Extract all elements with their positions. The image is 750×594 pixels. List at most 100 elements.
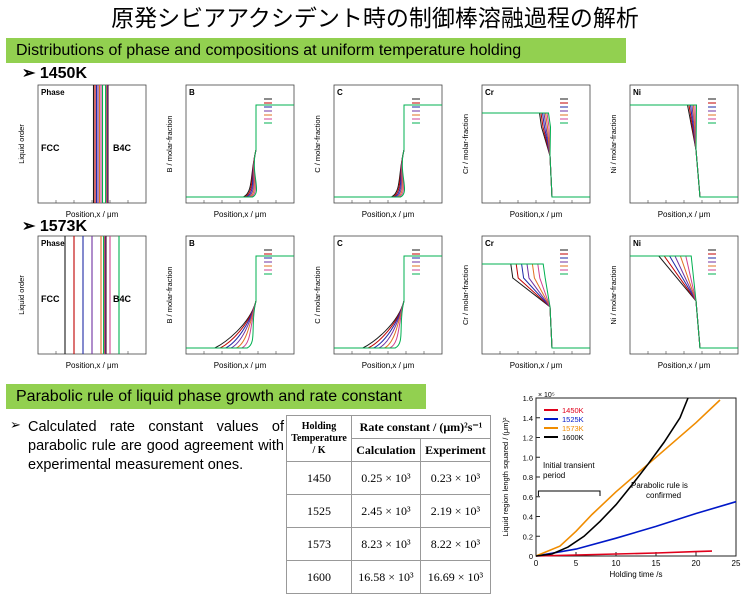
section-header-parabolic: Parabolic rule of liquid phase growth an… bbox=[6, 384, 426, 409]
panel-ylabel: B / molar-fraction bbox=[165, 266, 174, 323]
panel-title: Ni bbox=[633, 239, 641, 248]
chart-xlabel: Holding time /s bbox=[610, 570, 663, 579]
panel-xlabel: Position,x / μm bbox=[658, 361, 711, 370]
y-tick-label: 1.4 bbox=[523, 414, 533, 423]
table-cell: 1450 bbox=[286, 461, 352, 495]
panel-title: C bbox=[337, 88, 343, 97]
plot-frame bbox=[333, 235, 443, 355]
bullet-arrow-icon: ➢ bbox=[10, 418, 21, 433]
annotation-line: period bbox=[543, 471, 565, 480]
table-header-rate: Rate constant / (μm)²s⁻¹ bbox=[351, 415, 491, 439]
temp-1450-text: 1450K bbox=[39, 65, 88, 82]
bullet-arrow-icon: ➢ bbox=[22, 65, 36, 82]
panel-row-1573: Phase Position,x / μm Liquid order FCC B4C B P… bbox=[17, 235, 739, 370]
legend-label: 1525K bbox=[562, 415, 584, 424]
y-tick-label: 0.8 bbox=[523, 473, 533, 482]
table-cell: 2.45 × 10³ bbox=[351, 494, 421, 528]
panel-ylabel: Ni / molar-fraction bbox=[609, 114, 618, 173]
profile-panel: C Position,x / μm C / molar-fraction bbox=[313, 235, 443, 370]
y-tick-label: 1.2 bbox=[523, 434, 533, 443]
panel-xlabel: Position,x / μm bbox=[66, 361, 119, 370]
x-tick-label: 10 bbox=[612, 559, 621, 568]
series-line-1525K bbox=[535, 500, 737, 557]
panel-ylabel: B / molar-fraction bbox=[165, 115, 174, 172]
b4c-label: B4C bbox=[113, 294, 132, 304]
profile-curve bbox=[186, 104, 294, 198]
y-tick-label: 0.4 bbox=[523, 513, 533, 522]
y-tick-label: 1.0 bbox=[523, 453, 533, 462]
x-tick-label: 20 bbox=[692, 559, 701, 568]
y-multiplier-label: × 10⁵ bbox=[538, 392, 555, 399]
plot-frame bbox=[481, 235, 591, 355]
table-cell: 0.23 × 10³ bbox=[419, 461, 492, 495]
panel-xlabel: Position,x / μm bbox=[214, 210, 267, 219]
table-row: 1450 0.25 × 10³ 0.23 × 10³ bbox=[286, 461, 492, 495]
plot-frame bbox=[185, 84, 295, 204]
panel-xlabel: Position,x / μm bbox=[362, 210, 415, 219]
panel-ylabel: Cr / molar-fraction bbox=[461, 114, 470, 174]
series-line-1600K bbox=[535, 397, 689, 557]
legend-label: 1573K bbox=[562, 424, 584, 433]
annotation-parabolic: Parabolic rule is confirmed bbox=[631, 481, 688, 500]
annotation-line: confirmed bbox=[646, 491, 681, 500]
table-cell: 1525 bbox=[286, 494, 352, 528]
panel-ylabel: Cr / molar-fraction bbox=[461, 265, 470, 325]
x-tick-label: 25 bbox=[732, 559, 741, 568]
y-tick-label: 0.6 bbox=[523, 493, 533, 502]
table-row: 1525 2.45 × 10³ 2.19 × 10³ bbox=[286, 494, 492, 528]
y-tick-label: 0.2 bbox=[523, 532, 533, 541]
table-cell: 1600 bbox=[286, 560, 352, 594]
profile-panel: Cr Position,x / μm Cr / molar-fraction bbox=[461, 235, 591, 370]
panel-xlabel: Position,x / μm bbox=[658, 210, 711, 219]
series-line-1450K bbox=[535, 550, 713, 557]
table-header-experiment: Experiment bbox=[419, 438, 492, 462]
panel-title: Phase bbox=[41, 239, 65, 248]
profile-panel: Ni Position,x / μm Ni / molar-fraction bbox=[609, 235, 739, 370]
chart-frame bbox=[535, 397, 737, 557]
panel-title: Cr bbox=[485, 88, 494, 97]
panel-title: B bbox=[189, 239, 195, 248]
profile-panel: Phase Position,x / μm Liquid order FCC B4C bbox=[17, 84, 147, 219]
profile-curve bbox=[482, 263, 590, 349]
plot-frame bbox=[629, 84, 739, 204]
annotation-transient: Initial transient period bbox=[543, 461, 595, 480]
profile-curve bbox=[630, 104, 738, 198]
slide-title: 原発シビアアクシデント時の制御棒溶融過程の解析 bbox=[111, 6, 639, 32]
chart-ylabel: Liquid region length squared / (μm)² bbox=[501, 417, 510, 536]
series-line-1573K bbox=[535, 399, 721, 557]
plot-frame bbox=[629, 235, 739, 355]
panel-ylabel: C / molar-fraction bbox=[313, 266, 322, 324]
table-cell: 16.58 × 10³ bbox=[351, 560, 421, 594]
profile-curve bbox=[630, 255, 738, 349]
panel-title: Phase bbox=[41, 88, 65, 97]
profile-panel: C Position,x / μm C / molar-fraction bbox=[313, 84, 443, 219]
temp-label-1450: ➢ 1450K bbox=[22, 63, 87, 83]
fcc-label: FCC bbox=[41, 143, 60, 153]
panel-xlabel: Position,x / μm bbox=[66, 210, 119, 219]
panel-ylabel: Liquid order bbox=[17, 124, 26, 164]
temp-label-1573: ➢ 1573K bbox=[22, 216, 87, 236]
table-header-calculation: Calculation bbox=[351, 438, 421, 462]
annotation-line: Parabolic rule is bbox=[631, 481, 688, 490]
panel-title: B bbox=[189, 88, 195, 97]
profile-curve bbox=[334, 255, 442, 349]
y-tick-label: 1.6 bbox=[523, 394, 533, 403]
panel-row-1450: Phase Position,x / μm Liquid order FCC B4C B P… bbox=[17, 84, 739, 219]
y-tick-label: 0 bbox=[529, 552, 533, 561]
plot-frame bbox=[185, 235, 295, 355]
plot-frame bbox=[37, 84, 147, 204]
annotation-line: Initial transient bbox=[543, 461, 595, 470]
rate-constant-table: Holding Temperature / K Rate constant / … bbox=[286, 415, 492, 594]
growth-chart: 0 5 10 15 20 25 0 0.2 0.4 0.6 0.8 1.0 1.2 1.4 1.6 × 10⁵… bbox=[501, 392, 741, 579]
profile-panel: B Position,x / μm B / molar-fraction bbox=[165, 235, 295, 370]
table-cell: 2.19 × 10³ bbox=[419, 494, 492, 528]
profile-curve bbox=[334, 104, 442, 198]
table-cell: 8.22 × 10³ bbox=[419, 527, 492, 561]
profile-panel: Phase Position,x / μm Liquid order FCC B4C bbox=[17, 235, 147, 370]
plot-frame bbox=[333, 84, 443, 204]
panel-title: Cr bbox=[485, 239, 494, 248]
profile-curve bbox=[482, 112, 590, 198]
temp-1573-text: 1573K bbox=[39, 218, 88, 235]
panel-xlabel: Position,x / μm bbox=[510, 361, 563, 370]
profile-panel: Cr Position,x / μm Cr / molar-fraction bbox=[461, 84, 591, 219]
